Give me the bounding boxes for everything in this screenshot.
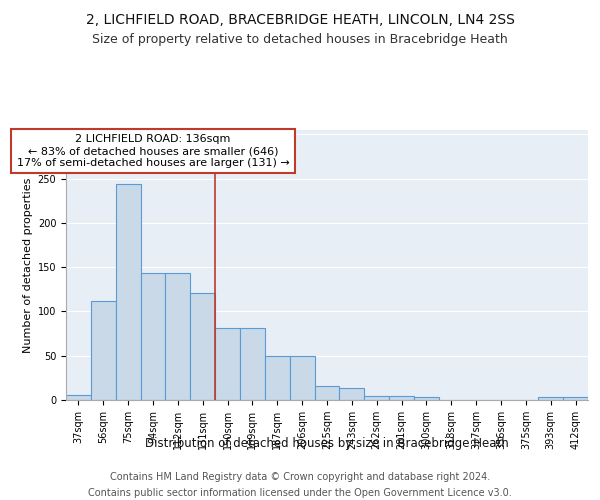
Bar bbox=[414, 398, 439, 400]
Bar bbox=[364, 396, 389, 400]
Text: 2 LICHFIELD ROAD: 136sqm
← 83% of detached houses are smaller (646)
17% of semi-: 2 LICHFIELD ROAD: 136sqm ← 83% of detach… bbox=[17, 134, 289, 168]
Bar bbox=[290, 356, 314, 400]
Text: Distribution of detached houses by size in Bracebridge Heath: Distribution of detached houses by size … bbox=[145, 438, 509, 450]
Bar bbox=[166, 274, 190, 400]
Bar bbox=[91, 301, 116, 400]
Text: Contains public sector information licensed under the Open Government Licence v3: Contains public sector information licen… bbox=[88, 488, 512, 498]
Bar bbox=[538, 398, 563, 400]
Bar bbox=[389, 396, 414, 400]
Text: Contains HM Land Registry data © Crown copyright and database right 2024.: Contains HM Land Registry data © Crown c… bbox=[110, 472, 490, 482]
Bar bbox=[66, 394, 91, 400]
Bar bbox=[314, 386, 340, 400]
Bar bbox=[190, 293, 215, 400]
Bar bbox=[240, 328, 265, 400]
Bar bbox=[116, 184, 140, 400]
Bar bbox=[215, 328, 240, 400]
Text: 2, LICHFIELD ROAD, BRACEBRIDGE HEATH, LINCOLN, LN4 2SS: 2, LICHFIELD ROAD, BRACEBRIDGE HEATH, LI… bbox=[86, 12, 514, 26]
Y-axis label: Number of detached properties: Number of detached properties bbox=[23, 178, 34, 352]
Bar bbox=[563, 398, 588, 400]
Text: Size of property relative to detached houses in Bracebridge Heath: Size of property relative to detached ho… bbox=[92, 32, 508, 46]
Bar bbox=[340, 388, 364, 400]
Bar bbox=[140, 274, 166, 400]
Bar bbox=[265, 356, 290, 400]
